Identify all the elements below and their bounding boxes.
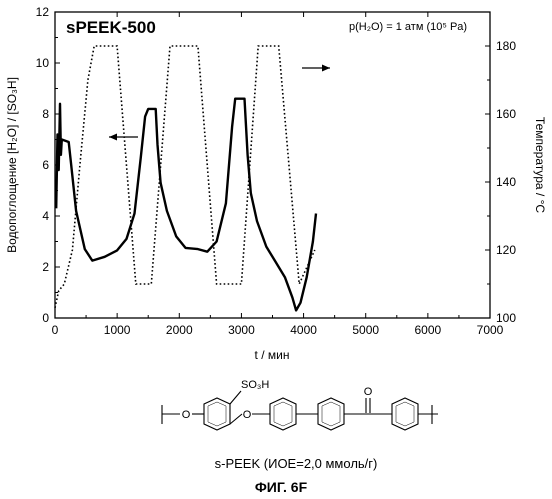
pressure-annotation: p(H₂O) = 1 атм (10⁵ Pa) [349,21,467,33]
compound-caption: s-PEEK (ИОЕ=2,0 ммоль/г) [215,456,378,471]
y-right-axis-title: Температура / °C [533,117,547,213]
chemical-structure-speek [162,391,438,430]
right-axis-pointer-arrow [302,65,330,72]
y-right-tick-labels: 100 120 140 160 180 [496,39,516,325]
chart-title: sPEEK-500 [66,18,156,37]
x-tick-label: 1000 [104,323,131,337]
x-tick-label: 3000 [228,323,255,337]
y-left-tick-label: 8 [42,107,49,121]
x-tick-label: 6000 [415,323,442,337]
y-left-axis-title: Водопоглощение [H₂O] / [SO₃H] [5,77,19,253]
chart: 01000200030004000500060007000 024681012 … [5,5,547,362]
x-axis-title: t / мин [255,348,290,362]
y-left-tick-label: 10 [36,56,50,70]
series-temperature-line [55,46,315,308]
tick-marks [55,12,490,318]
y-right-tick-label: 100 [496,311,516,325]
figure-label: ФИГ. 6F [255,479,308,495]
x-tick-label: 0 [52,323,59,337]
carbonyl-oxygen-label: O [364,386,373,398]
series-water-uptake-line [56,99,316,311]
x-tick-label: 5000 [352,323,379,337]
y-left-tick-label: 12 [36,5,50,19]
y-left-tick-label: 4 [42,209,49,223]
x-tick-label: 4000 [290,323,317,337]
end-oxygen-label: O [182,409,191,421]
y-right-tick-label: 140 [496,175,516,189]
x-tick-label: 7000 [477,323,504,337]
x-tick-labels: 0 1000 2000 3000 4000 5000 6000 7000 [52,323,504,337]
y-right-tick-label: 180 [496,39,516,53]
y-left-tick-label: 6 [42,158,49,172]
x-tick-label: 2000 [166,323,193,337]
y-right-tick-label: 120 [496,243,516,257]
left-axis-pointer-arrow [109,134,138,141]
y-left-tick-labels: 0 2 4 6 8 10 12 [36,5,50,325]
y-left-tick-label: 2 [42,260,49,274]
ether-oxygen-label: O [243,409,252,421]
y-left-tick-label: 0 [42,311,49,325]
sulfonic-group-label: SO₃H [241,379,269,391]
y-right-tick-label: 160 [496,107,516,121]
plot-frame [55,12,490,318]
